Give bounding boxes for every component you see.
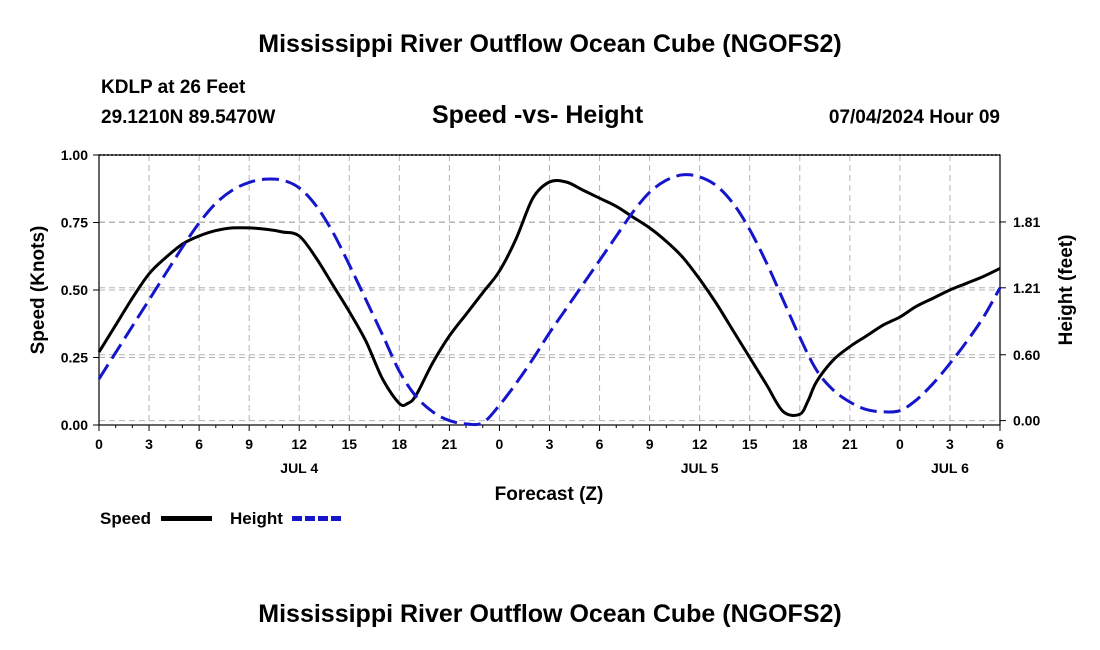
x-tick-label: 3 xyxy=(546,436,554,452)
height-series-line xyxy=(97,173,1002,427)
y2-tick-label: 1.81 xyxy=(1013,214,1040,230)
series-lines xyxy=(97,173,1002,427)
x-tick-label: 6 xyxy=(996,436,1004,452)
forecast-datetime: 07/04/2024 Hour 09 xyxy=(828,107,1000,128)
grid-lines xyxy=(99,155,1000,425)
x-tick-label: 21 xyxy=(442,436,458,452)
station-coords: 29.1210N 89.5470W xyxy=(101,107,276,128)
x-tick-label: 3 xyxy=(946,436,954,452)
legend-speed-label: Speed xyxy=(100,509,152,528)
y-tick-label: 0.25 xyxy=(61,350,88,366)
footer-title: Mississippi River Outflow Ocean Cube (NG… xyxy=(258,600,842,628)
legend-speed-swatch xyxy=(161,516,212,521)
x-tick-label: 21 xyxy=(842,436,858,452)
x-axis-title: Forecast (Z) xyxy=(495,484,604,505)
y-tick-label: 0.50 xyxy=(61,282,88,298)
x-day-label: JUL 6 xyxy=(931,460,969,476)
x-tick-label: 9 xyxy=(245,436,253,452)
x-tick-label: 18 xyxy=(392,436,408,452)
y-tick-label: 0.00 xyxy=(61,417,88,433)
axis-ticks: 0 3 6 9 12 15 18 21 0 3 6 9 12 15 18 21 0 3 6 JUL 4 JUL 5 JUL… xyxy=(61,147,1041,476)
x-tick-label: 12 xyxy=(291,436,307,452)
x-tick-label: 0 xyxy=(496,436,504,452)
y-tick-label: 1.00 xyxy=(61,147,88,163)
x-tick-label: 12 xyxy=(692,436,708,452)
x-tick-label: 0 xyxy=(95,436,103,452)
x-tick-label: 9 xyxy=(646,436,654,452)
x-day-label: JUL 5 xyxy=(681,460,719,476)
x-tick-label: 0 xyxy=(896,436,904,452)
x-tick-label: 18 xyxy=(792,436,808,452)
y2-tick-label: 0.00 xyxy=(1013,413,1040,429)
y2-axis-title: Height (feet) xyxy=(1056,235,1077,346)
x-tick-label: 15 xyxy=(742,436,758,452)
page-title: Mississippi River Outflow Ocean Cube (NG… xyxy=(258,30,842,58)
y-tick-label: 0.75 xyxy=(61,215,88,231)
legend-height-swatch xyxy=(292,516,342,521)
y-axis-title: Speed (Knots) xyxy=(28,226,49,355)
y2-tick-label: 1.21 xyxy=(1013,280,1040,296)
station-label: KDLP at 26 Feet xyxy=(101,77,246,98)
x-tick-label: 15 xyxy=(341,436,357,452)
speed-series-line xyxy=(97,178,1001,417)
legend-height-label: Height xyxy=(230,509,283,528)
x-tick-label: 3 xyxy=(145,436,153,452)
chart-subtitle: Speed -vs- Height xyxy=(432,101,644,129)
y2-tick-label: 0.60 xyxy=(1013,347,1040,363)
x-tick-label: 6 xyxy=(596,436,604,452)
x-tick-label: 6 xyxy=(195,436,203,452)
x-day-label: JUL 4 xyxy=(280,460,318,476)
